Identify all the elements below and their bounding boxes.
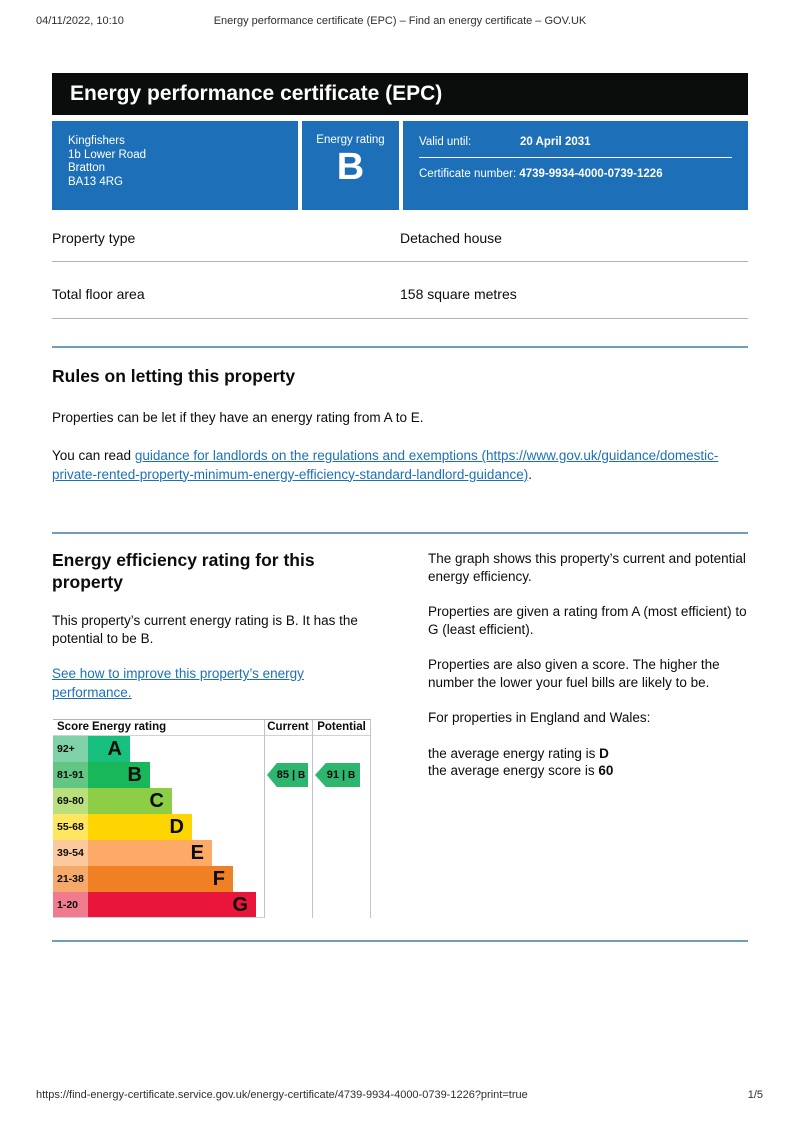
chart-column-separator [370,720,371,918]
explanation-paragraph: Properties are given a rating from A (mo… [428,604,747,637]
section-divider [52,532,748,534]
floor-area-value: 158 square metres [400,286,517,302]
print-document-title: Energy performance certificate (EPC) – F… [213,15,587,27]
band-score-range: 55-68 [53,814,88,840]
address-line: Bratton [68,162,106,174]
marker-separator: | [341,769,346,781]
certificate-number-label: Certificate number: [419,168,517,180]
validity-panel: Valid until: 20 April 2031 Certificate n… [403,121,748,210]
epc-band-row-e: 39-54 E [53,840,371,866]
average-score-value: 60 [598,763,614,778]
current-rating-marker: 85 | B [267,763,308,787]
current-band-letter: B [298,769,306,781]
band-score-range: 39-54 [53,840,88,866]
address-line: 1b Lower Road [68,148,146,161]
epc-banner-title: Energy performance certificate (EPC) [70,82,443,105]
property-type-value: Detached house [400,230,502,246]
epc-band-row-d: 55-68 D [53,814,371,840]
chart-column-separator [312,720,313,918]
band-score-range: 81-91 [53,762,88,788]
page-number: 1/5 [747,1089,763,1101]
band-bar: A [88,736,130,762]
marker-separator: | [291,769,296,781]
print-datetime: 04/11/2022, 10:10 [36,15,124,27]
address-line: BA13 4RG [68,175,123,188]
section-divider [52,940,748,942]
average-score-line: the average energy score is 60 [428,763,614,778]
band-letter: A [107,737,122,760]
rules-guidance-paragraph: You can read guidance for landlords on t… [52,447,748,484]
epc-rating-chart: Score Energy rating Current Potential 92… [53,719,371,918]
table-row: Total floor area 158 square metres [52,262,748,319]
table-row: Property type Detached house [52,211,748,262]
band-letter: F [212,867,225,890]
band-bar: F [88,866,233,892]
explanation-paragraph: For properties in England and Wales: [428,710,651,725]
energy-rating-label: Energy rating [316,134,385,146]
band-letter: G [232,893,248,916]
explanation-paragraph: Properties are also given a score. The h… [428,657,720,690]
band-letter: B [127,763,142,786]
average-rating-value: D [599,745,609,761]
chart-bottom-border [53,917,264,918]
property-address: Kingfishers 1b Lower Road Bratton BA13 4… [52,121,298,210]
potential-rating-marker: 91 | B [315,763,360,787]
efficiency-heading: Energy efficiency rating for this proper… [52,550,315,592]
potential-band-letter: B [348,769,356,781]
band-letter: D [169,815,184,838]
valid-until-value: 20 April 2031 [520,136,591,148]
band-score-range: 21-38 [53,866,88,892]
print-source-url: https://find-energy-certificate.service.… [36,1089,528,1101]
rules-paragraph: Properties can be let if they have an en… [52,410,424,425]
rating-column-header: Energy rating [92,721,167,733]
potential-column-header: Potential [317,721,366,733]
guidance-link-suffix: . [528,466,532,482]
rating-explanation-column: The graph shows this property’s current … [428,550,750,780]
epc-band-row-g: 1-20 G [53,892,371,918]
floor-area-label: Total floor area [52,286,145,302]
efficiency-paragraph: This property’s current energy rating is… [52,613,358,646]
epc-band-row-f: 21-38 F [53,866,371,892]
band-bar: C [88,788,172,814]
band-bar: E [88,840,212,866]
chart-column-separator [264,720,265,918]
band-bar: G [88,892,256,918]
band-score-range: 1-20 [53,892,88,918]
band-letter: C [149,789,164,812]
current-column-header: Current [267,721,309,733]
property-type-label: Property type [52,230,136,246]
improve-performance-link[interactable]: See how to improve this property’s energ… [52,666,304,700]
explanation-paragraph: The graph shows this property’s current … [428,551,746,584]
section-divider [52,346,748,348]
panel-divider [419,157,732,158]
score-column-header: Score [57,721,89,733]
guidance-link-prefix: You can read [52,448,135,463]
energy-rating-panel: Energy rating B [302,121,399,210]
current-score: 85 [276,769,289,781]
certificate-summary-box: Kingfishers 1b Lower Road Bratton BA13 4… [52,121,748,210]
energy-rating-value: B [336,146,365,188]
epc-chart-header: Score Energy rating Current Potential [53,720,371,736]
epc-band-row-c: 69-80 C [53,788,371,814]
band-score-range: 69-80 [53,788,88,814]
band-bar: D [88,814,192,840]
address-line: Kingfishers [68,135,125,147]
average-rating-line: the average energy rating is D [428,745,609,761]
band-score-range: 92+ [53,736,88,762]
potential-score: 91 [326,769,339,781]
landlord-guidance-link[interactable]: guidance for landlords on the regulation… [52,448,719,482]
certificate-number-value: 4739-9934-4000-0739-1226 [519,168,663,180]
epc-band-row-a: 92+ A [53,736,371,762]
band-bar: B [88,762,150,788]
valid-until-label: Valid until: [419,136,472,148]
rules-heading: Rules on letting this property [52,366,296,386]
epc-band-row-b: 81-91 B [53,762,371,788]
epc-banner: Energy performance certificate (EPC) [52,73,748,115]
band-letter: E [190,841,204,864]
